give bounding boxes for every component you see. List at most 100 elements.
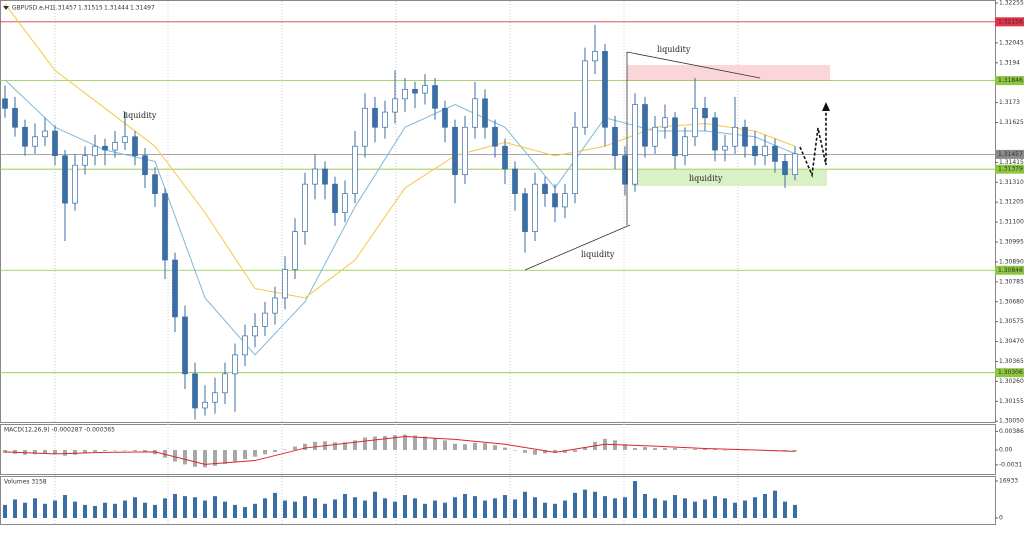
- volume-bar: [233, 504, 237, 518]
- volume-bar: [63, 495, 67, 518]
- volume-bar: [643, 493, 647, 518]
- candle-body: [342, 193, 348, 213]
- macd-bar: [643, 447, 647, 450]
- candle-body: [212, 392, 218, 403]
- volume-label: Volumes 3158: [4, 479, 47, 486]
- candle-body: [512, 168, 518, 194]
- volume-bar: [553, 503, 557, 518]
- macd-bar: [33, 449, 37, 455]
- macd-bar: [83, 449, 87, 454]
- volume-bar: [413, 498, 417, 518]
- header-high: 1.31515: [78, 5, 103, 12]
- candle-body: [602, 51, 608, 128]
- candle-body: [162, 193, 168, 261]
- level-label: 1.30306: [998, 369, 1023, 376]
- macd-bar: [463, 444, 467, 450]
- trend-line: [626, 51, 761, 79]
- y-tick-label: 1.30260: [999, 378, 1024, 385]
- candle-body: [2, 98, 8, 109]
- macd-bar: [143, 449, 147, 453]
- candle-body: [112, 142, 118, 151]
- y-tick-label: 1.31100: [999, 219, 1024, 226]
- candle-body: [312, 168, 318, 185]
- candle-body: [352, 145, 358, 194]
- volume-bar: [473, 496, 477, 518]
- volume-bar: [333, 499, 337, 518]
- candle-body: [282, 269, 288, 299]
- candle-body: [202, 401, 208, 409]
- volume-bar: [433, 500, 437, 518]
- candle-body: [192, 373, 198, 409]
- candle-body: [122, 136, 128, 143]
- y-tick-label: 1.30470: [999, 338, 1024, 345]
- macd-bar: [363, 437, 367, 450]
- macd-bar: [373, 436, 377, 450]
- volume-bar: [733, 502, 737, 518]
- candle-body: [772, 145, 778, 162]
- vertical-grid: [54, 1, 739, 524]
- candle-body: [72, 164, 78, 204]
- volume-bar: [283, 500, 287, 518]
- level-badge: [995, 368, 1024, 378]
- candle-body: [402, 88, 408, 100]
- y-tick-label: 1.31205: [999, 199, 1024, 206]
- macd-bar: [413, 435, 417, 450]
- volume-bar: [563, 500, 567, 518]
- candle-body: [522, 193, 528, 232]
- macd-bar: [43, 449, 47, 454]
- candle-body: [322, 168, 328, 185]
- volume-bar: [463, 493, 467, 518]
- header-close: 1.31497: [130, 5, 155, 12]
- macd-bar: [403, 434, 407, 450]
- volume-bar: [363, 500, 367, 518]
- level-badge: [995, 149, 1024, 159]
- volume-bar: [753, 497, 757, 518]
- candle-body: [582, 60, 588, 128]
- macd-bar: [393, 435, 397, 450]
- candle-body: [142, 155, 148, 176]
- macd-bar: [73, 449, 77, 455]
- candle-body: [452, 126, 458, 176]
- volume-bar: [633, 481, 637, 518]
- volume-bar: [43, 503, 47, 518]
- volume-bar: [613, 498, 617, 518]
- volume-panel: [0, 476, 996, 525]
- candle-body: [532, 183, 538, 232]
- macd-bar: [433, 437, 437, 450]
- candle-body: [462, 126, 468, 176]
- volume-bar: [183, 496, 187, 518]
- y-tick-label: 1.31310: [999, 179, 1024, 186]
- moving-average: [4, 79, 796, 356]
- volume-bar: [83, 504, 87, 518]
- volume-bar: [683, 498, 687, 518]
- candle-body: [382, 111, 388, 128]
- candle-body: [292, 231, 298, 270]
- volume-bar: [653, 498, 657, 518]
- volume-bar: [593, 491, 597, 518]
- y-tick-label: 1.30365: [999, 358, 1024, 365]
- macd-bar: [673, 448, 677, 450]
- annotation: liquidity: [581, 250, 615, 259]
- volume-bar: [693, 501, 697, 518]
- volume-bar: [23, 502, 27, 518]
- macd-bar: [133, 449, 137, 451]
- volume-bar: [373, 491, 377, 518]
- macd-bar: [573, 449, 577, 452]
- candle-body: [332, 183, 338, 213]
- candle-body: [92, 145, 98, 157]
- volume-bar: [443, 502, 447, 518]
- volume-bar: [3, 504, 7, 518]
- volume-bar: [113, 503, 117, 518]
- volume-bar: [13, 499, 17, 518]
- volume-bar: [223, 501, 227, 518]
- annotation: liquidity: [689, 174, 723, 183]
- price-axis: 1.32255 1.32045 1.3194 1.3173 1.31625 1.31415…: [995, 0, 1024, 425]
- macd-bar: [503, 447, 507, 450]
- volume-bar: [293, 501, 297, 518]
- header-open: 1.31457: [52, 5, 77, 12]
- y-tick-label: 1.30680: [999, 298, 1024, 305]
- volume-bar: [33, 498, 37, 518]
- macd-bar: [173, 449, 177, 462]
- macd-bar: [63, 449, 67, 456]
- macd-bar: [583, 447, 587, 450]
